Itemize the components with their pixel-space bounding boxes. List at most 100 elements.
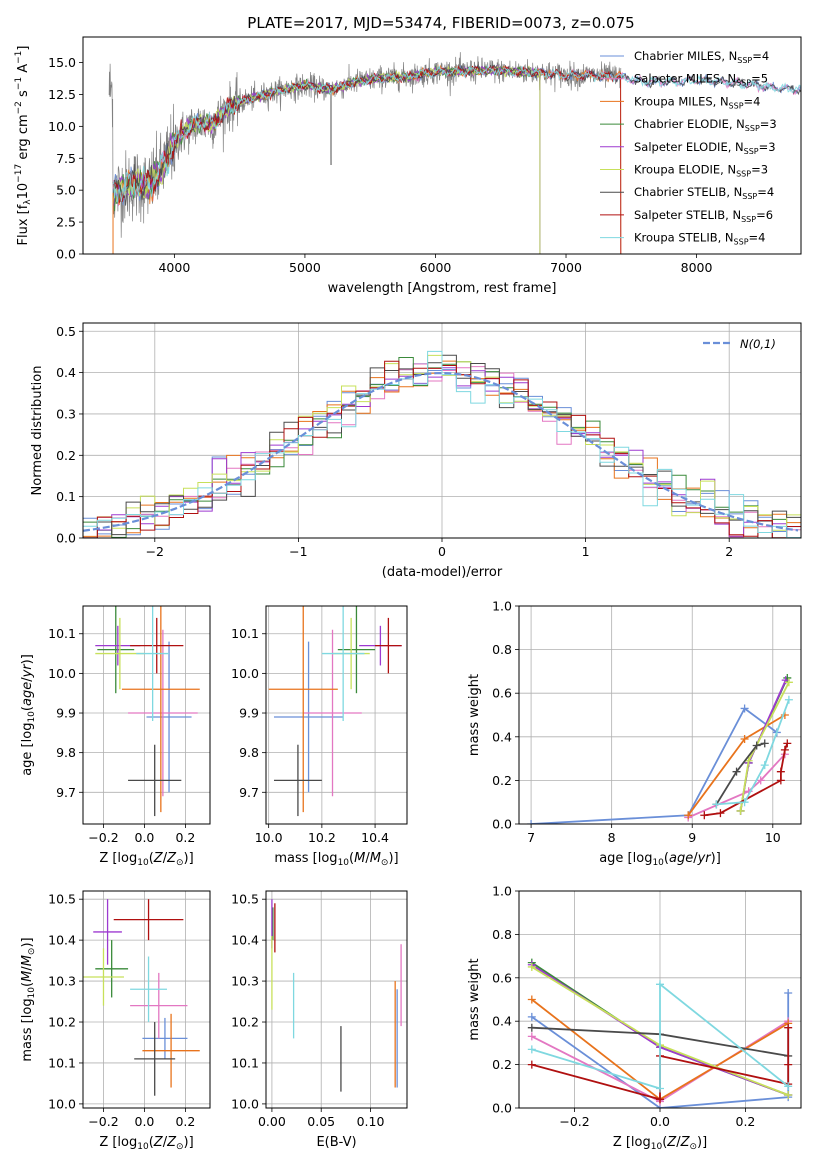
plus-marker — [527, 1032, 536, 1041]
legend-entry: Salpeter ELODIE, NSSP=3 — [634, 140, 776, 156]
plus-marker — [527, 820, 536, 824]
legend-entry-count: =3 — [760, 117, 777, 131]
y-tick-label: 10.5 — [48, 892, 76, 907]
axes-frame — [82, 890, 211, 1109]
legend-entry-subscript: SSP — [729, 101, 744, 110]
y-tick-label: 0.8 — [492, 927, 512, 942]
y-axis-label: mass weight — [467, 958, 482, 1040]
plus-marker — [527, 1060, 536, 1069]
plus-marker — [784, 695, 793, 704]
y-tick-label: 0.0 — [492, 817, 512, 832]
y-tick-label: 9.7 — [239, 785, 259, 800]
legend-entry-name: Kroupa MILES, N — [634, 94, 729, 108]
plus-marker — [783, 739, 792, 748]
y-tick-label: 12.5 — [48, 87, 76, 102]
x-tick-label: 1 — [582, 544, 590, 559]
x-tick-label: 0.2 — [736, 1114, 756, 1129]
mass_vs_ebv-axes: 0.00 0.05 0.10 10.0 10.1 10.2 10.3 10.4 10.5 E(B-… — [231, 891, 407, 1150]
legend-entry-subscript: SSP — [737, 56, 752, 65]
x-tick-label: 0.00 — [258, 1114, 286, 1129]
legend-entry-count: =4 — [749, 231, 766, 245]
legend-entry-count: =4 — [757, 185, 774, 199]
y-tick-label: 0.0 — [56, 247, 76, 262]
y-tick-label: 15.0 — [48, 55, 76, 70]
x-tick-label: 10.4 — [361, 830, 389, 845]
x-tick-label: 7 — [527, 830, 535, 845]
x-axis-label: mass [log10(M/M⊙)] — [274, 851, 398, 868]
legend-entry-name: Kroupa ELODIE, N — [634, 163, 736, 177]
legend-entry-name: Chabrier STELIB, N — [634, 185, 742, 199]
y-tick-label: 0.6 — [492, 970, 512, 985]
legend-entry-count: =3 — [751, 163, 768, 177]
y-tick-label: 10.0 — [231, 666, 259, 681]
legend-entry: Chabrier MILES, NSSP=4 — [634, 49, 769, 65]
y-tick-label: 9.8 — [239, 745, 259, 760]
y-tick-label: 10.0 — [48, 666, 76, 681]
weight-line — [687, 714, 786, 816]
legend-entry-count: =4 — [744, 94, 761, 108]
weight-line — [531, 1027, 790, 1101]
x-tick-label: 9 — [688, 830, 696, 845]
y-tick-label: 0.1 — [56, 489, 76, 504]
x-tick-label: 0.2 — [175, 830, 195, 845]
histogram-step — [83, 354, 801, 538]
y-tick-label: 1.0 — [492, 884, 512, 899]
model-spectrum-line — [112, 64, 622, 254]
y-tick-label: 0.4 — [492, 729, 512, 744]
y-tick-label: 0.2 — [492, 773, 512, 788]
legend-entry-count: =4 — [752, 49, 769, 63]
model-spectrum-line — [112, 65, 622, 254]
legend-entry-name: Chabrier MILES, N — [634, 49, 737, 63]
x-tick-label: 0.05 — [307, 1114, 335, 1129]
plus-marker — [732, 767, 741, 776]
x-tick-label: 2 — [725, 544, 733, 559]
axes-frame — [82, 36, 802, 255]
y-tick-label: 10.0 — [48, 119, 76, 134]
age_vs_mass-points — [268, 606, 402, 817]
x-tick-label: 8000 — [681, 260, 713, 275]
weight-line — [531, 707, 778, 824]
legend-entry-subscript: SSP — [744, 147, 759, 156]
legend-entry-name: Salpeter MILES, N — [634, 72, 736, 86]
x-tick-label: 7000 — [550, 260, 582, 275]
y-tick-label: 10.0 — [48, 1096, 76, 1111]
weight-line — [715, 742, 765, 805]
y-tick-label: 0.3 — [56, 406, 76, 421]
weight_vs_age-lines — [527, 673, 793, 824]
plus-marker — [712, 800, 721, 809]
plus-marker — [736, 806, 745, 815]
axes-frame — [82, 322, 802, 539]
axes-frame — [265, 605, 408, 825]
y-tick-label: 0.2 — [56, 448, 76, 463]
spectrum-plot-area — [108, 52, 801, 254]
x-tick-label: 10 — [765, 830, 781, 845]
x-tick-label: 0 — [438, 544, 446, 559]
mass_vs_ebv-points — [271, 899, 402, 1092]
legend-entry-count: =6 — [756, 208, 773, 222]
legend-entry: N(0,1) — [740, 337, 776, 351]
y-tick-label: 0.6 — [492, 686, 512, 701]
x-tick-label: 8 — [608, 830, 616, 845]
x-tick-label: 6000 — [420, 260, 452, 275]
plus-marker — [776, 767, 785, 776]
y-tick-label: 2.5 — [56, 215, 76, 230]
legend-entry: Kroupa ELODIE, NSSP=3 — [634, 163, 768, 179]
x-axis-label: Z [log10(Z/Z⊙)] — [99, 851, 193, 868]
plus-marker — [740, 734, 749, 743]
legend-entry-name: Chabrier ELODIE, N — [634, 117, 745, 131]
x-axis-label: age [log10(age/yr)] — [599, 851, 721, 868]
y-tick-label: 0.5 — [56, 324, 76, 339]
plus-marker — [527, 1045, 536, 1054]
legend-entry: Salpeter MILES, NSSP=5 — [634, 72, 768, 88]
weight_vs_Z-lines — [527, 958, 793, 1108]
legend-entry-count: =5 — [751, 72, 768, 86]
y-axis-label: mass [log10(M/M⊙)] — [20, 937, 37, 1061]
plus-marker — [784, 1082, 793, 1091]
y-tick-label: 10.0 — [231, 1096, 259, 1111]
legend-entry: Chabrier STELIB, NSSP=4 — [634, 185, 774, 201]
x-tick-label: 5000 — [289, 260, 321, 275]
y-tick-label: 0.4 — [56, 365, 76, 380]
plus-marker — [752, 741, 761, 750]
y-tick-label: 1.0 — [492, 599, 512, 614]
